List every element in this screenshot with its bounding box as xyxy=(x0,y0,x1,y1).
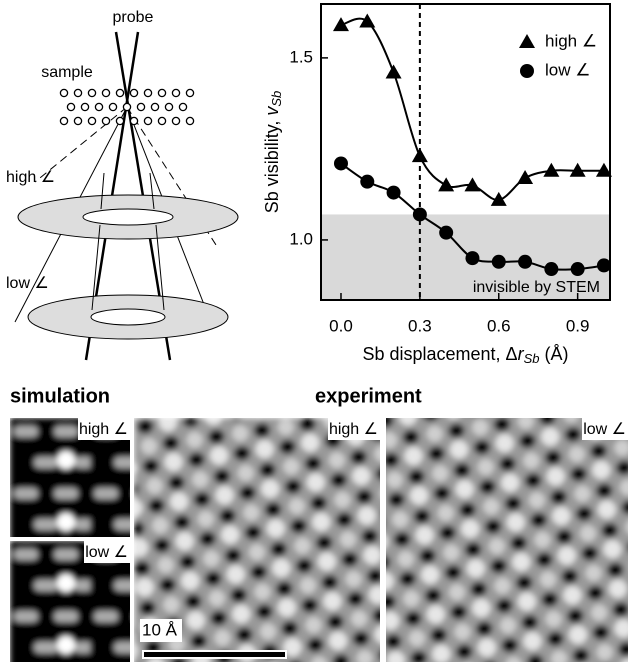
atom xyxy=(101,88,111,98)
probe-label: probe xyxy=(113,9,154,26)
marker xyxy=(595,162,612,177)
y-tick-label: 1.5 xyxy=(289,47,313,66)
marker xyxy=(360,174,375,189)
legend-marker xyxy=(520,64,534,78)
atom xyxy=(87,116,97,126)
atom xyxy=(115,116,125,126)
marker xyxy=(544,262,559,277)
atom xyxy=(73,116,83,126)
atom xyxy=(101,116,111,126)
y-tick-label: 1.0 xyxy=(289,229,313,248)
atom xyxy=(66,102,76,112)
marker xyxy=(411,148,428,163)
marker xyxy=(439,225,454,240)
high-label: high ∠ xyxy=(6,169,55,186)
atom xyxy=(171,116,181,126)
atom xyxy=(108,102,118,112)
marker xyxy=(491,254,506,269)
panel-label: low ∠ xyxy=(583,421,626,438)
atom xyxy=(164,102,174,112)
marker xyxy=(333,156,348,171)
atom xyxy=(136,102,146,112)
label-part: Sb displacement, Δ xyxy=(362,344,517,364)
label-part: Sb xyxy=(524,351,540,366)
atom xyxy=(59,88,69,98)
x-tick-label: 0.9 xyxy=(566,316,590,335)
marker xyxy=(332,17,349,32)
image-panel: high ∠ 10 Å xyxy=(134,418,380,662)
image-panel: high ∠ xyxy=(10,418,130,537)
label-part: Sb visibility, xyxy=(262,116,282,214)
marker xyxy=(569,162,586,177)
marker xyxy=(596,258,611,273)
atom xyxy=(115,88,125,98)
marker xyxy=(490,191,507,206)
atom xyxy=(143,116,153,126)
atom xyxy=(157,116,167,126)
label-part: Sb xyxy=(269,91,284,107)
image-panel: low ∠ xyxy=(10,541,130,662)
atom xyxy=(129,116,139,126)
legend-label: high ∠ xyxy=(545,31,597,50)
annotation: invisible by STEM xyxy=(473,279,600,296)
panel-label: high ∠ xyxy=(329,421,378,438)
scale-label: 10 Å xyxy=(142,620,178,639)
atom xyxy=(80,102,90,112)
label-part: v xyxy=(262,106,282,116)
marker xyxy=(385,64,402,79)
atom xyxy=(150,102,160,112)
x-axis-label: Sb displacement, ΔrSb (Å) xyxy=(362,344,568,367)
label-part: (Å) xyxy=(540,344,569,364)
legend-label: low ∠ xyxy=(545,60,590,79)
atom xyxy=(185,88,195,98)
marker xyxy=(465,251,480,266)
panel-label: low ∠ xyxy=(85,544,128,561)
marker xyxy=(386,185,401,200)
atom xyxy=(178,102,188,112)
marker xyxy=(517,170,534,185)
atom xyxy=(157,88,167,98)
marker xyxy=(438,177,455,192)
marker xyxy=(464,177,481,192)
low-label: low ∠ xyxy=(6,275,49,292)
schematic: probe sample high ∠ low ∠ xyxy=(6,9,239,361)
x-tick-label: 0.3 xyxy=(408,316,432,335)
atom xyxy=(59,116,69,126)
section-title: experiment xyxy=(315,385,422,407)
atom xyxy=(87,88,97,98)
legend-marker xyxy=(519,34,535,48)
atom xyxy=(185,116,195,126)
sample-label: sample xyxy=(41,64,93,81)
atom xyxy=(122,102,132,112)
atom xyxy=(73,88,83,98)
atom xyxy=(129,88,139,98)
atom xyxy=(94,102,104,112)
chart: invisible by STEM 0.0 0.3 0.6 0.9 1.0 1.5 Sb di… xyxy=(262,3,612,367)
marker xyxy=(412,207,427,222)
atom xyxy=(143,88,153,98)
marker xyxy=(518,254,533,269)
x-tick-label: 0.0 xyxy=(329,316,353,335)
atom xyxy=(171,88,181,98)
section-title: simulation xyxy=(10,385,110,407)
shaded-region xyxy=(321,214,610,300)
marker xyxy=(570,262,585,277)
label-part: r xyxy=(518,344,525,364)
panel-label: high ∠ xyxy=(79,421,128,438)
image-panel: low ∠ xyxy=(386,418,628,662)
y-axis-label: Sb visibility, vSb xyxy=(262,91,285,214)
marker xyxy=(359,13,376,28)
plot-frame xyxy=(320,3,611,301)
marker xyxy=(543,162,560,177)
x-tick-label: 0.6 xyxy=(487,316,511,335)
